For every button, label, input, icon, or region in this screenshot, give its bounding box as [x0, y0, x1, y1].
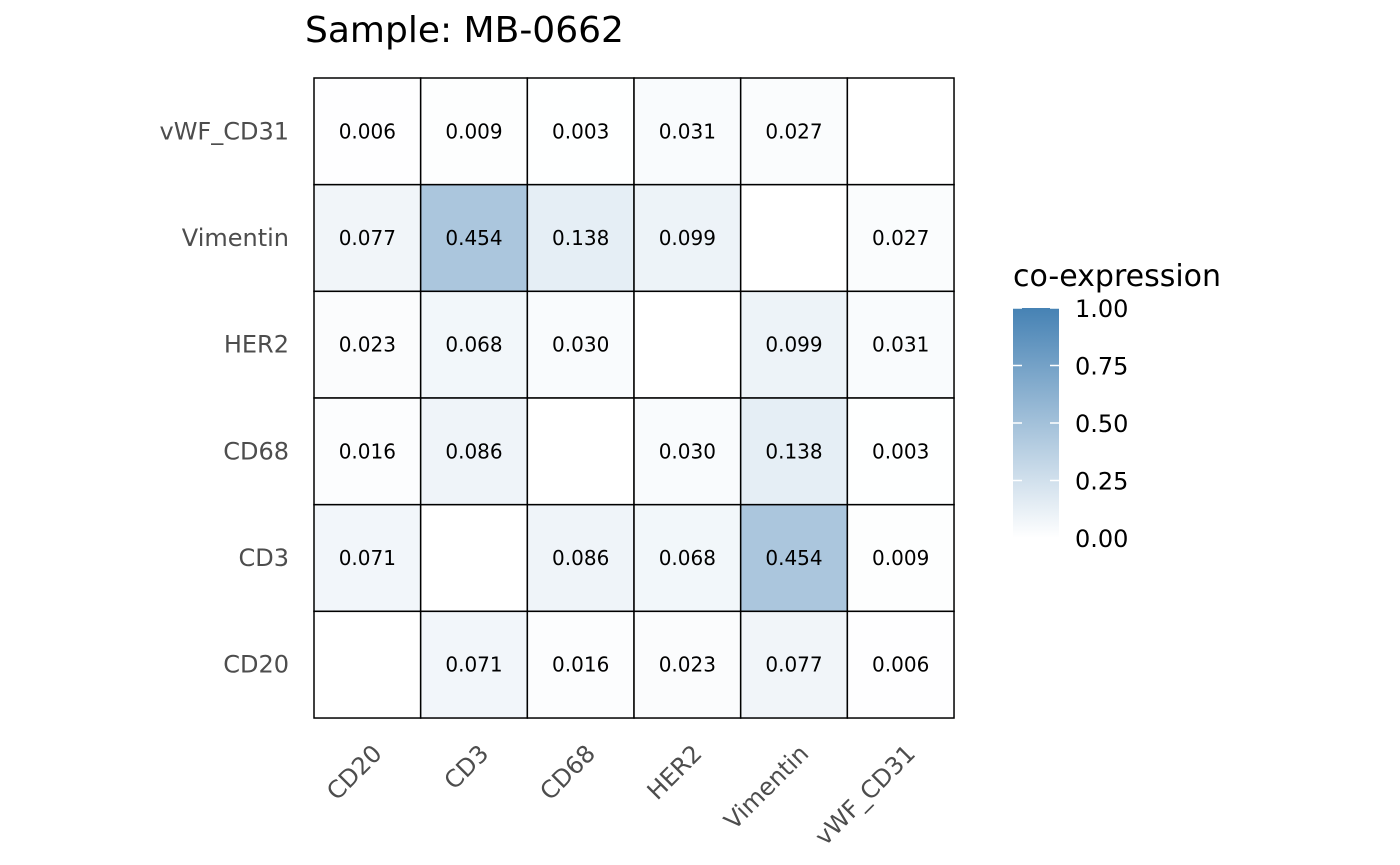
- cell-value-label: 0.006: [339, 119, 396, 143]
- cell-value-label: 0.086: [552, 546, 609, 570]
- heatmap-cell: [419, 397, 529, 506]
- cell-value-label: 0.071: [339, 546, 396, 570]
- cell-value-label: 0.138: [552, 226, 609, 250]
- y-tick-label: Vimentin: [182, 224, 289, 252]
- cell-value-label: 0.031: [872, 333, 929, 357]
- legend-tick-label: 0.25: [1075, 468, 1128, 496]
- heatmap-cell: [633, 397, 742, 506]
- cell-value-label: 0.003: [552, 119, 609, 143]
- cell-value-label: 0.006: [872, 653, 929, 677]
- y-axis-tick-labels: vWF_CD31 Vimentin HER2 CD68 CD3 CD20: [159, 117, 289, 678]
- heatmap-cell: [526, 503, 635, 613]
- heatmap-cell: [419, 77, 529, 186]
- cell-value-label: 0.016: [339, 439, 396, 463]
- heatmap-cell: [739, 183, 849, 293]
- heatmap-cell: [419, 290, 529, 399]
- heatmap-cell: [313, 183, 422, 293]
- heatmap-cell: [846, 397, 955, 506]
- heatmap-cell: [846, 503, 955, 613]
- cell-value-label: 0.003: [872, 439, 929, 463]
- cell-value-label: 0.031: [659, 119, 716, 143]
- cell-value-label: 0.023: [659, 653, 716, 677]
- cell-value-label: 0.454: [445, 226, 502, 250]
- cell-value-label: 0.099: [765, 333, 822, 357]
- heatmap-cell: [313, 610, 422, 719]
- y-tick-label: CD68: [223, 437, 289, 465]
- x-tick-label: Vimentin: [719, 739, 815, 835]
- heatmap-cell: [739, 397, 849, 506]
- heatmap-cell: [313, 397, 422, 506]
- cell-value-label: 0.030: [552, 333, 609, 357]
- cell-value-label: 0.138: [765, 439, 822, 463]
- legend-tick-label: 1.00: [1075, 295, 1128, 323]
- heatmap-cell: [633, 77, 742, 186]
- heatmap-cell: [526, 610, 635, 719]
- heatmap-cell: [739, 290, 849, 399]
- heatmap-cell: [419, 503, 529, 613]
- color-legend: co-expression 0.00 0.25 0.50 0.75 1.00: [1013, 259, 1221, 553]
- cell-value-label: 0.027: [765, 119, 822, 143]
- cell-value-label: 0.086: [445, 439, 502, 463]
- heatmap-cell: [313, 77, 422, 186]
- heatmap-cell: [633, 503, 742, 613]
- legend-title: co-expression: [1013, 259, 1221, 294]
- x-tick-label: CD68: [535, 739, 601, 805]
- legend-tick-label: 0.50: [1075, 410, 1128, 438]
- legend-ticks: 0.00 0.25 0.50 0.75 1.00: [1013, 295, 1128, 553]
- cell-value-label: 0.009: [872, 546, 929, 570]
- heatmap-cells: 0.006 0.009 0.003 0.031 0.027 0.077 0.454 0.138…: [313, 77, 955, 719]
- y-tick-label: vWF_CD31: [159, 117, 289, 145]
- heatmap-cell: [526, 183, 635, 293]
- cell-value-label: 0.023: [339, 333, 396, 357]
- x-tick-label: HER2: [642, 739, 708, 805]
- cell-value-label: 0.071: [445, 653, 502, 677]
- x-tick-label: CD20: [321, 739, 387, 805]
- cell-value-label: 0.068: [659, 546, 716, 570]
- heatmap-cell: [526, 397, 635, 506]
- heatmap-cell: [846, 77, 955, 186]
- heatmap-cell: [633, 610, 742, 719]
- y-tick-label: CD3: [238, 544, 289, 572]
- x-tick-label: CD3: [439, 739, 495, 795]
- legend-tick-label: 0.75: [1075, 353, 1128, 381]
- cell-value-label: 0.099: [659, 226, 716, 250]
- cell-value-label: 0.077: [765, 653, 822, 677]
- x-tick-label: vWF_CD31: [810, 739, 921, 850]
- heatmap-cell: [313, 503, 422, 613]
- y-tick-label: HER2: [224, 331, 289, 359]
- y-tick-label: CD20: [223, 651, 289, 679]
- legend-tick-label: 0.00: [1075, 525, 1128, 553]
- cell-value-label: 0.027: [872, 226, 929, 250]
- cell-value-label: 0.009: [445, 119, 502, 143]
- cell-value-label: 0.016: [552, 653, 609, 677]
- cell-value-label: 0.068: [445, 333, 502, 357]
- cell-value-label: 0.030: [659, 439, 716, 463]
- heatmap-cell: [526, 77, 635, 186]
- heatmap-cell: [846, 610, 955, 719]
- cell-value-label: 0.454: [765, 546, 822, 570]
- heatmap-cell: [846, 183, 955, 293]
- heatmap-cell: [739, 610, 849, 719]
- chart-title: Sample: MB-0662: [305, 10, 624, 51]
- cell-value-label: 0.077: [339, 226, 396, 250]
- heatmap-cell: [633, 290, 742, 399]
- heatmap-cell: [846, 290, 955, 399]
